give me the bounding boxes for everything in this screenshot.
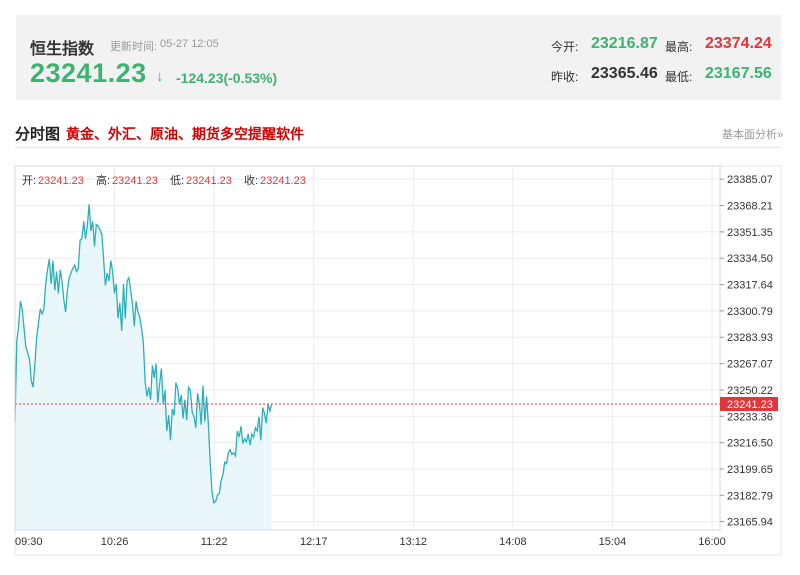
low-label: 最低:: [665, 70, 693, 84]
info-open-label: 开:: [22, 175, 36, 187]
y-tick-label: 23216.50: [727, 438, 773, 450]
info-low-label: 低:: [170, 174, 184, 187]
price-change: -124.23(-0.53%): [176, 70, 278, 86]
info-open-value: 23241.23: [38, 175, 84, 187]
open-value: 23216.87: [591, 35, 658, 52]
prev-close-label: 昨收:: [551, 70, 579, 84]
x-tick-label: 12:17: [300, 536, 328, 548]
info-high-label: 高:: [96, 173, 110, 187]
x-axis: 09:30 10:26 11:22 12:17 13:12 14:08 15:04 16:00: [15, 536, 726, 548]
y-tick-label: 23267.07: [727, 359, 773, 371]
high-label: 最高:: [665, 40, 693, 54]
y-tick-label: 23283.93: [727, 332, 773, 344]
info-close-label: 收:: [244, 173, 258, 187]
high-value: 23374.24: [705, 35, 772, 52]
ohlc-info-bar: 开: 23241.23 高: 23241.23 低: 23241.23 收: 2…: [22, 173, 306, 187]
low-value: 23167.56: [705, 65, 772, 82]
update-time: 05-27 12:05: [160, 38, 219, 50]
price-line: [14, 204, 273, 505]
y-axis: 23385.07 23368.21 23351.35 23334.50 23317.64…: [720, 174, 773, 529]
plot-border: [14, 165, 721, 531]
current-price: 23241.23: [30, 58, 147, 88]
current-price-tag-label: 23241.23: [727, 399, 773, 411]
section-title: 分时图: [15, 126, 61, 143]
y-tick-label: 23368.21: [727, 201, 773, 213]
prev-close-value: 23365.46: [591, 65, 658, 82]
x-tick-label: 10:26: [101, 536, 129, 548]
open-label: 今开:: [551, 40, 579, 54]
y-tick-label: 23334.50: [727, 253, 773, 265]
y-tick-label: 23300.79: [727, 306, 773, 318]
promo-link[interactable]: 黄金、外汇、原油、期货多空提醒软件: [66, 126, 304, 142]
x-tick-label: 11:22: [201, 536, 228, 548]
info-low-value: 23241.23: [186, 175, 232, 187]
y-tick-label: 23250.22: [727, 385, 773, 397]
x-tick-label: 16:00: [698, 536, 726, 548]
price-area-fill: [15, 204, 272, 531]
y-tick-label: 23165.94: [727, 517, 773, 529]
update-time-label: 更新时间:: [110, 41, 158, 53]
current-price-tag-bg: [720, 396, 778, 411]
y-tick-label: 23233.36: [727, 411, 773, 423]
y-tick-label: 23351.35: [727, 227, 773, 239]
y-tick-label: 23317.64: [727, 280, 773, 292]
section-divider: [15, 147, 781, 148]
x-tick-label: 13:12: [400, 536, 428, 548]
x-tick-label: 15:04: [599, 536, 627, 548]
y-tick-label: 23199.65: [727, 464, 773, 476]
current-price-tag: 23241.23: [720, 396, 778, 411]
info-high-value: 23241.23: [112, 175, 158, 187]
x-tick-label: 09:30: [15, 536, 43, 548]
y-tick-label: 23385.07: [727, 174, 773, 186]
info-close-value: 23241.23: [260, 175, 306, 187]
fundamentals-link[interactable]: 基本面分析»: [722, 129, 784, 141]
x-tick-label: 14:08: [499, 536, 527, 548]
quote-panel: 恒生指数 更新时间: 05-27 12:05 23241.23 ↓ -124.2…: [16, 15, 781, 100]
index-name: 恒生指数: [30, 41, 95, 58]
y-tick-label: 23182.79: [727, 490, 773, 502]
down-arrow-icon: ↓: [156, 68, 164, 85]
